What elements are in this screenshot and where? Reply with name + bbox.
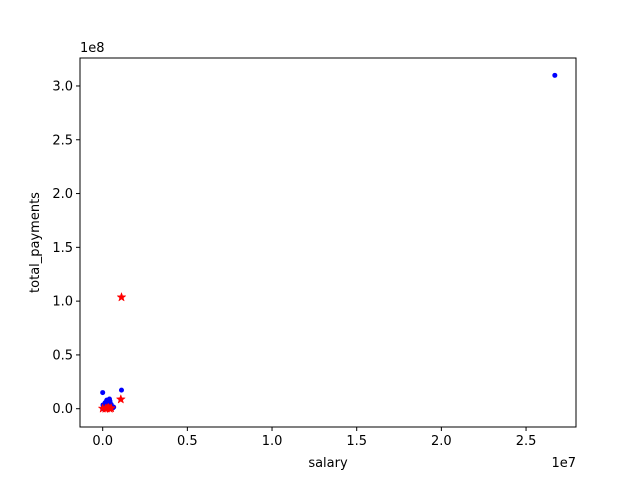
y-tick-label: 1.0: [52, 295, 73, 310]
x-tick-label: 0.0: [92, 434, 113, 449]
data-point-dot: [104, 397, 110, 403]
x-tick-label: 0.5: [177, 434, 198, 449]
data-point-star: [115, 394, 126, 404]
y-tick-label: 2.5: [52, 133, 73, 148]
y-axis-offset-text: 1e8: [80, 41, 105, 56]
x-tick-label: 1.0: [262, 434, 283, 449]
y-axis-ticks: 0.0 0.5 1.0 1.5 2.0 2.5 3.0: [52, 79, 80, 417]
x-tick-label: 2.5: [516, 434, 537, 449]
plot-area: [80, 58, 576, 427]
x-tick-label: 2.0: [431, 434, 452, 449]
x-axis-label: salary: [308, 456, 348, 471]
x-axis-ticks: 0.0 0.5 1.0 1.5 2.0 2.5: [92, 427, 536, 449]
points-layer: [97, 72, 558, 414]
axes-frame: [79, 57, 577, 428]
data-point-dot: [118, 387, 124, 393]
data-point-dot: [552, 72, 558, 78]
y-tick-label: 1.5: [52, 241, 73, 256]
x-axis-offset-text: 1e7: [551, 456, 576, 471]
data-point-star: [106, 402, 117, 413]
y-tick-label: 3.0: [52, 79, 73, 94]
x-tick-label: 1.5: [346, 434, 367, 449]
y-axis-label: total_payments: [28, 192, 43, 293]
y-tick-label: 0.0: [52, 402, 73, 417]
y-tick-label: 2.0: [52, 187, 73, 202]
y-tick-label: 0.5: [52, 348, 73, 363]
data-point-dot: [100, 390, 106, 396]
data-point-star: [116, 291, 127, 302]
